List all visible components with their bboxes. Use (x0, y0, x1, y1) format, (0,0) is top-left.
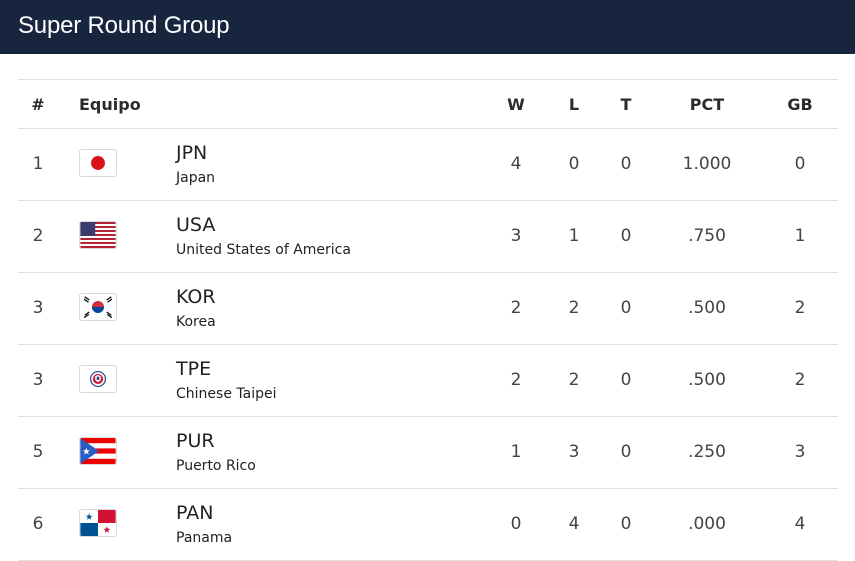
column-header-t: T (620, 95, 632, 114)
losses-cell: 2 (568, 298, 580, 318)
chinese-taipei-flag-icon (79, 365, 117, 393)
pct-cell: .000 (688, 514, 726, 534)
losses-cell: 4 (568, 514, 580, 534)
ties-cell: 0 (620, 442, 632, 462)
gb-cell: 1 (794, 226, 806, 246)
pct-cell: .250 (688, 442, 726, 462)
pct-cell: .500 (688, 370, 726, 390)
pct-cell: .750 (688, 226, 726, 246)
losses-cell: 3 (568, 442, 580, 462)
ties-cell: 0 (620, 370, 632, 390)
gb-cell: 2 (794, 298, 806, 318)
column-header-rank: # (31, 95, 45, 114)
japan-flag-icon (79, 149, 117, 177)
ties-cell: 0 (620, 154, 632, 174)
wins-cell: 2 (510, 298, 522, 318)
team-code: TPE (176, 358, 212, 380)
wins-cell: 3 (510, 226, 522, 246)
team-name: United States of America (176, 242, 351, 258)
puerto-rico-flag-icon (79, 437, 117, 465)
panama-flag-icon (79, 509, 117, 537)
korea-flag-icon (79, 293, 117, 321)
rank-cell: 5 (32, 442, 44, 462)
team-name: Chinese Taipei (176, 386, 277, 402)
standings-table: # Equipo W L T PCT GB 1 JPN Japan 4 0 0 … (18, 79, 838, 561)
gb-cell: 3 (794, 442, 806, 462)
team-code: JPN (176, 142, 208, 164)
page-title: Super Round Group (18, 12, 230, 39)
rank-cell: 2 (32, 226, 44, 246)
column-header-pct: PCT (689, 95, 725, 114)
header-bar: Super Round Group (0, 0, 855, 54)
wins-cell: 2 (510, 370, 522, 390)
team-code: KOR (176, 286, 216, 308)
team-code: PAN (176, 502, 214, 524)
wins-cell: 1 (510, 442, 522, 462)
ties-cell: 0 (620, 514, 632, 534)
rank-cell: 1 (32, 154, 44, 174)
rank-cell: 6 (32, 514, 44, 534)
rank-cell: 3 (32, 370, 44, 390)
table-row[interactable]: 3 KOR Korea 2 2 0 . (18, 273, 838, 345)
team-name: Japan (176, 170, 216, 186)
ties-cell: 0 (620, 226, 632, 246)
team-name: Panama (176, 530, 233, 546)
gb-cell: 0 (794, 154, 806, 174)
table-row[interactable]: 5 PUR Puerto Rico 1 3 0 .250 3 (18, 417, 838, 489)
gb-cell: 2 (794, 370, 806, 390)
column-header-l: L (568, 95, 580, 114)
losses-cell: 2 (568, 370, 580, 390)
rank-cell: 3 (32, 298, 44, 318)
table-header-row: # Equipo W L T PCT GB (18, 80, 838, 129)
table-row[interactable]: 3 TPE Chinese Taipei 2 2 0 .500 2 (18, 345, 838, 417)
usa-flag-icon (79, 221, 117, 249)
ties-cell: 0 (620, 298, 632, 318)
team-code: PUR (176, 430, 215, 452)
column-header-gb: GB (787, 95, 813, 114)
team-name: Korea (176, 314, 216, 330)
table-row[interactable]: 6 PAN Panama 0 4 0 .000 4 (18, 489, 838, 561)
losses-cell: 0 (568, 154, 580, 174)
losses-cell: 1 (568, 226, 580, 246)
column-header-w: W (507, 95, 525, 114)
wins-cell: 0 (510, 514, 522, 534)
table-row[interactable]: 2 USA United States of America 3 1 0 .75… (18, 201, 838, 273)
wins-cell: 4 (510, 154, 522, 174)
table-row[interactable]: 1 JPN Japan 4 0 0 1.000 0 (18, 129, 838, 201)
gb-cell: 4 (794, 514, 806, 534)
team-name: Puerto Rico (176, 458, 256, 474)
team-code: USA (176, 214, 216, 236)
column-header-team: Equipo (79, 95, 141, 114)
pct-cell: .500 (688, 298, 726, 318)
pct-cell: 1.000 (682, 154, 732, 174)
